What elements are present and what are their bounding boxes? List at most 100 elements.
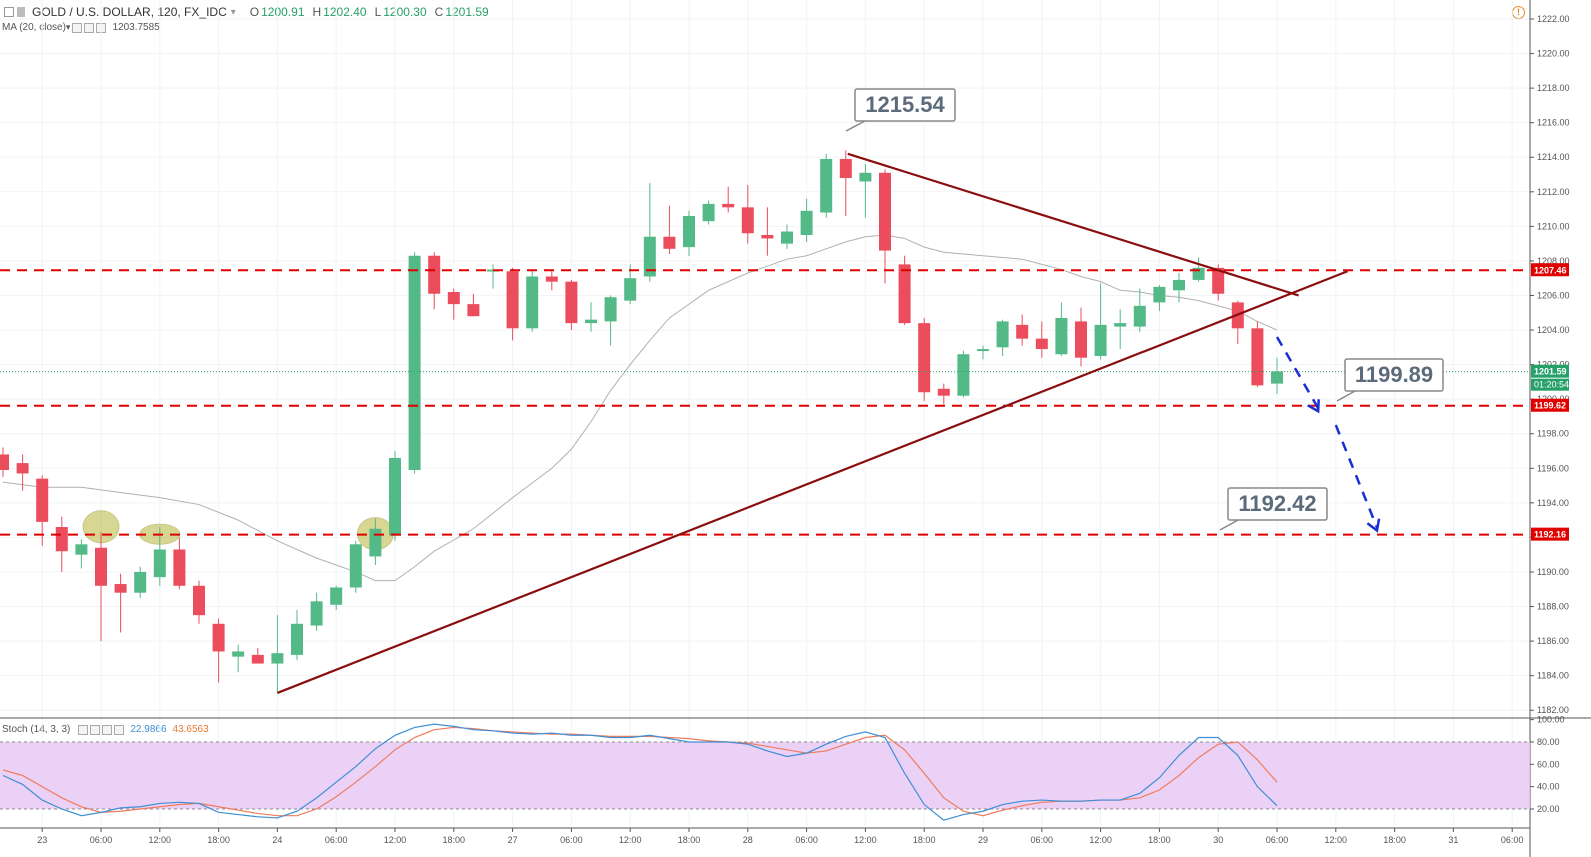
time-tick-label: 06:00 <box>1031 835 1054 845</box>
stoch-tick-label: 20.00 <box>1537 804 1560 814</box>
descending-trendline <box>847 152 1299 297</box>
candle-body <box>781 231 793 244</box>
candle-body <box>996 321 1009 348</box>
callout-pointer <box>1336 390 1356 402</box>
candle-body <box>193 585 205 616</box>
candle-body <box>95 547 107 586</box>
candle-body <box>702 203 715 222</box>
close-label: C <box>434 5 444 19</box>
candle-body <box>114 584 127 593</box>
candle-body <box>526 276 539 329</box>
ma-chevron-down-icon[interactable]: ▾ <box>65 22 71 32</box>
candle-body <box>937 388 950 396</box>
level-price-tag <box>1531 263 1569 277</box>
price-tick-label: 1210.00 <box>1537 221 1570 231</box>
low-label: L <box>374 5 382 19</box>
countdown-tag <box>1531 378 1569 391</box>
time-tick-label: 18:00 <box>913 835 936 845</box>
candle-body <box>545 276 558 282</box>
candle-body <box>643 236 656 277</box>
price-tick-label: 1196.00 <box>1537 463 1569 473</box>
price-tick-label: 1212.00 <box>1537 187 1570 197</box>
candle-body <box>1035 338 1048 350</box>
price-callout: 1215.54 <box>845 88 956 132</box>
callout-box <box>1344 358 1444 392</box>
candle-body <box>447 292 460 305</box>
chevron-down-icon[interactable]: ▾ <box>230 6 236 18</box>
ma-eye-icon[interactable] <box>72 22 83 33</box>
time-tick-label: 24 <box>272 835 282 845</box>
price-tick-label: 1202.00 <box>1537 360 1570 370</box>
stoch-header: Stoch (14, 3, 3) 22.9866 43.6563 <box>2 724 209 735</box>
stoch-settings-icon[interactable] <box>90 724 101 735</box>
countdown-tag-label: 01:20:54 <box>1534 380 1569 390</box>
price-tick-label: 1222.00 <box>1537 14 1570 24</box>
level-price-tag-label: 1199.62 <box>1534 401 1566 411</box>
low-value: 1200.30 <box>383 5 427 19</box>
candle-body <box>800 210 813 235</box>
candle-body <box>232 651 245 657</box>
forecast-arrow <box>1334 424 1379 528</box>
time-tick-label: 06:00 <box>795 835 818 845</box>
price-tick-label: 1186.00 <box>1537 636 1569 646</box>
price-tick-label: 1218.00 <box>1537 83 1570 93</box>
time-tick-label: 18:00 <box>1148 835 1171 845</box>
candle-body <box>820 158 833 213</box>
high-label: H <box>312 5 322 19</box>
candle-body <box>1133 305 1146 327</box>
time-tick-label: 23 <box>37 835 47 845</box>
stoch-tick-label: 80.00 <box>1537 737 1560 747</box>
stoch-add-icon[interactable] <box>102 724 113 735</box>
level-price-tag <box>1531 398 1569 412</box>
candle-body <box>1173 279 1185 291</box>
candle-body <box>722 203 735 208</box>
time-tick-label: 18:00 <box>443 835 466 845</box>
price-tick-label: 1184.00 <box>1537 671 1569 681</box>
ma-settings-icon[interactable] <box>84 22 95 33</box>
ma-label[interactable]: MA (20, close) <box>2 22 66 33</box>
candle-body <box>898 264 911 324</box>
time-tick-label: 12:00 <box>1089 835 1112 845</box>
stoch-eye-icon[interactable] <box>78 724 89 735</box>
level-price-tag <box>1531 527 1569 541</box>
time-tick-label: 29 <box>978 835 988 845</box>
candles <box>0 150 1283 693</box>
candle-body <box>859 172 872 182</box>
stoch-label[interactable]: Stoch (14, 3, 3) <box>2 724 71 735</box>
candle-body <box>585 319 597 324</box>
symbol-header: GOLD / U.S. DOLLAR, 120, FX_IDC ▾ O 1200… <box>0 4 489 20</box>
price-tick-label: 1190.00 <box>1537 567 1569 577</box>
forecast-arrowhead <box>1366 518 1381 533</box>
callout-pointer <box>845 120 866 132</box>
candle-body <box>16 463 29 474</box>
price-tick-label: 1208.00 <box>1537 256 1570 266</box>
candle-body <box>506 271 519 329</box>
time-tick-label: 18:00 <box>1383 835 1406 845</box>
stoch-axis: 100.00 80.00 60.00 40.00 20.00 <box>1530 715 1565 814</box>
price-tick-label: 1206.00 <box>1537 290 1570 300</box>
price-tick-label: 1194.00 <box>1537 498 1569 508</box>
time-tick-label: 06:00 <box>560 835 583 845</box>
time-tick-label: 30 <box>1213 835 1223 845</box>
callout-box <box>854 88 956 122</box>
candle-body <box>408 255 421 471</box>
price-callout: 1199.89 <box>1336 358 1444 402</box>
candle-body <box>1212 267 1225 294</box>
current-price-tag-label: 1201.59 <box>1534 367 1567 377</box>
candle-body <box>1075 321 1087 358</box>
stoch-close-icon[interactable] <box>114 724 125 735</box>
price-tick-label: 1204.00 <box>1537 325 1570 335</box>
collapse-icon[interactable] <box>4 7 14 17</box>
time-tick-label: 06:00 <box>90 835 113 845</box>
symbol-name[interactable]: GOLD / U.S. DOLLAR, 120, FX_IDC <box>32 5 227 19</box>
open-label: O <box>249 5 260 19</box>
stoch-tick-label: 40.00 <box>1537 782 1560 792</box>
price-callout: 1192.42 <box>1219 487 1328 531</box>
candle-body <box>624 278 637 301</box>
candle-body <box>565 281 578 324</box>
time-axis: 23 06:00 12:00 18:00 24 06:00 12:00 18:00 27 06:0… <box>37 828 1523 845</box>
time-tick-label: 12:00 <box>854 835 877 845</box>
high-value: 1202.40 <box>323 5 367 19</box>
candle-body <box>55 527 68 552</box>
